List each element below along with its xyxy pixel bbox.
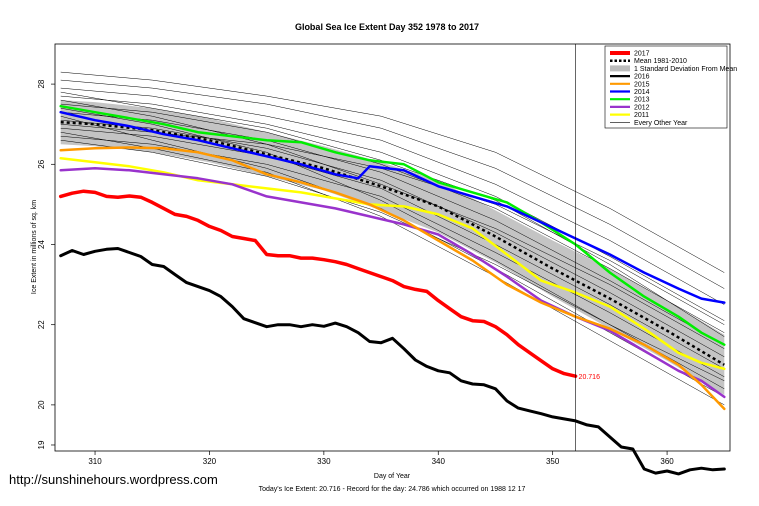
- mean-line: [60, 120, 725, 366]
- legend-label: Mean 1981-2010: [634, 58, 687, 65]
- mean-layer: [60, 120, 725, 366]
- series-layer: [58, 104, 726, 476]
- other-year-line-1: [60, 79, 725, 289]
- y-tick-label: 22: [37, 320, 46, 329]
- series-line-2015: [59, 146, 726, 411]
- legend-label: 2016: [634, 74, 650, 81]
- other-year-line-3: [60, 95, 725, 321]
- other-year-line-14: [60, 139, 725, 382]
- plot-frame: [54, 43, 731, 452]
- x-tick-label: 320: [203, 457, 217, 466]
- x-axis-ticks: 310 320 330 340 350 360: [88, 451, 674, 466]
- footer-text: Today's Ice Extent: 20.716 - Record for …: [259, 486, 526, 493]
- other-year-line-2: [60, 87, 725, 305]
- y-tick-label: 19: [37, 440, 46, 449]
- plot-area: 20.716: [54, 43, 731, 476]
- series-line-2016: [59, 247, 726, 476]
- series-line-2017: [58, 189, 578, 378]
- x-axis-label: Day of Year: [374, 473, 411, 480]
- legend-swatch-box: [610, 65, 630, 72]
- legend-label: Every Other Year: [634, 120, 688, 127]
- watermark: http://sunshinehours.wordpress.com: [9, 472, 218, 487]
- other-year-line-7: [60, 127, 725, 370]
- x-tick-label: 330: [317, 457, 331, 466]
- series-line-2012: [59, 167, 726, 399]
- y-tick-label: 20: [37, 400, 46, 409]
- y-axis-label: Ice Extent in millions of sq. km: [31, 200, 38, 294]
- y-tick-label: 26: [37, 159, 46, 168]
- other-year-line-10: [60, 115, 725, 398]
- other-year-line-12: [60, 99, 725, 349]
- other-year-line-0: [60, 71, 725, 273]
- x-tick-label: 360: [660, 457, 674, 466]
- series-line-2013: [59, 104, 726, 346]
- other-year-line-6: [60, 119, 725, 358]
- legend-label: 2015: [634, 81, 650, 88]
- y-tick-label: 28: [37, 79, 46, 88]
- other-year-line-5: [60, 111, 725, 345]
- current-value-label: 20.716: [579, 374, 601, 381]
- legend-label: 1 Standard Deviation From Mean: [634, 66, 737, 73]
- legend-label: 2012: [634, 104, 650, 111]
- legend-label: 2011: [634, 112, 649, 119]
- other-year-line-15: [60, 91, 725, 337]
- y-tick-label: 24: [37, 239, 46, 248]
- legend-label: 2014: [634, 89, 650, 96]
- legend-label: 2013: [634, 97, 650, 104]
- series-line-2014: [59, 110, 726, 304]
- x-tick-label: 350: [546, 457, 560, 466]
- legend-label: 2017: [634, 51, 650, 58]
- other-year-line-8: [60, 135, 725, 378]
- y-axis-ticks: 19 20 22 24 26 28: [37, 79, 55, 449]
- x-tick-label: 310: [88, 457, 102, 466]
- std-band: [60, 100, 725, 395]
- x-tick-label: 340: [432, 457, 446, 466]
- std-band-layer: [60, 100, 725, 395]
- chart-title: Global Sea Ice Extent Day 352 1978 to 20…: [295, 22, 479, 32]
- other-year-line-4: [60, 103, 725, 333]
